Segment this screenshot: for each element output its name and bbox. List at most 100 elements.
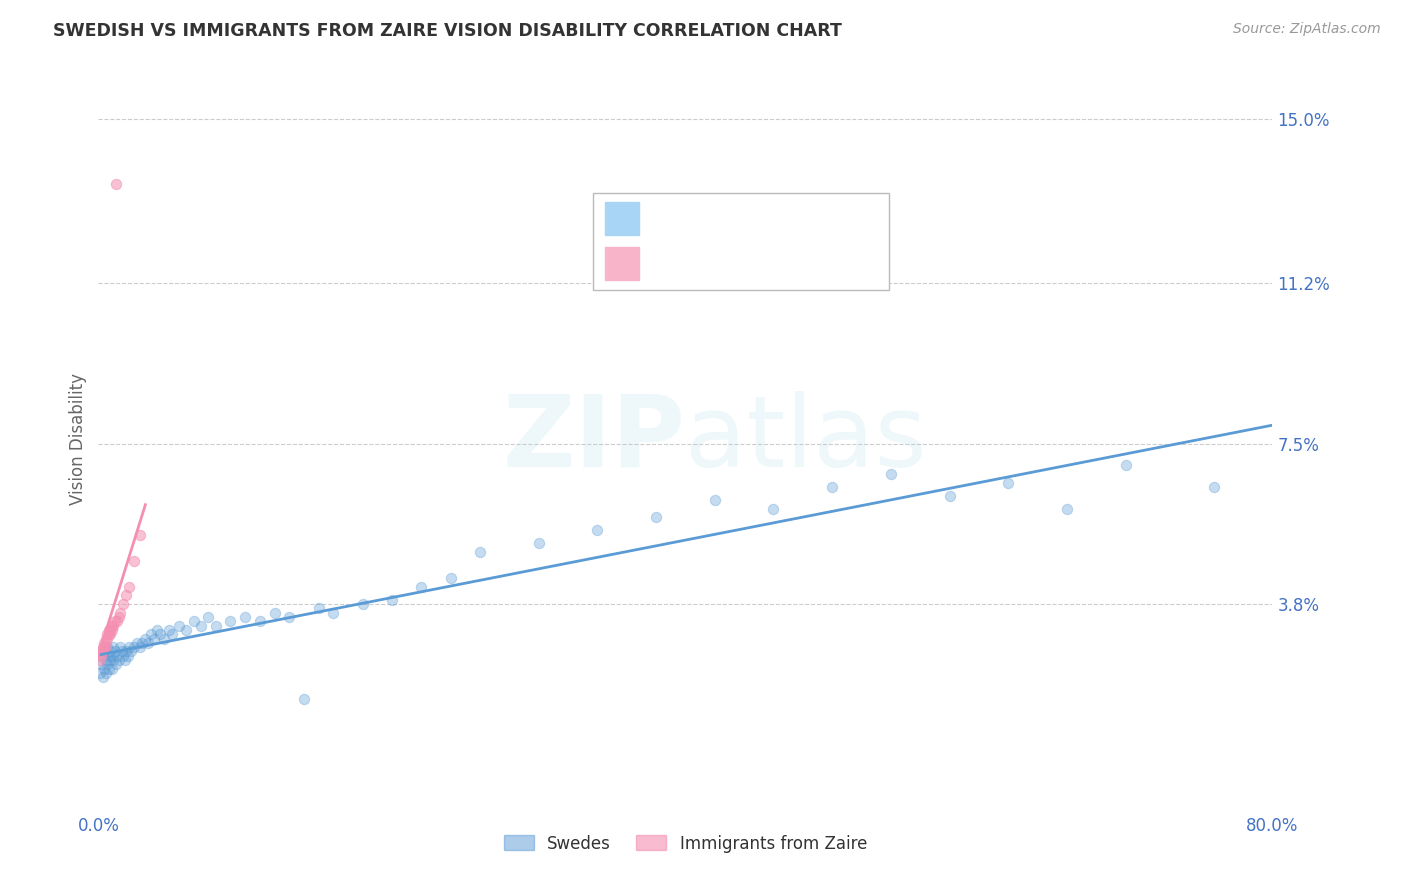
Point <box>94 640 117 655</box>
Point <box>120 644 142 658</box>
Point <box>118 640 141 655</box>
Point <box>93 644 115 658</box>
Point <box>89 653 111 667</box>
Point <box>322 606 344 620</box>
Point <box>112 597 135 611</box>
Point <box>527 536 550 550</box>
Point <box>90 648 112 663</box>
Text: 0.516: 0.516 <box>690 210 742 227</box>
Point <box>89 666 111 681</box>
Point <box>105 657 128 672</box>
Point <box>134 632 156 646</box>
Point <box>997 475 1019 490</box>
Point <box>263 606 285 620</box>
Point <box>105 177 128 191</box>
Point <box>219 614 242 628</box>
Text: SWEDISH VS IMMIGRANTS FROM ZAIRE VISION DISABILITY CORRELATION CHART: SWEDISH VS IMMIGRANTS FROM ZAIRE VISION … <box>53 22 842 40</box>
Point <box>93 640 115 655</box>
Point <box>111 644 134 658</box>
Point <box>114 653 136 667</box>
Point <box>197 610 219 624</box>
Point <box>97 648 120 663</box>
Point <box>880 467 903 481</box>
Point <box>1056 501 1078 516</box>
Point <box>153 632 176 646</box>
Point <box>103 614 125 628</box>
Point <box>96 632 118 646</box>
Point <box>112 648 135 663</box>
Point <box>762 501 785 516</box>
Point <box>1202 480 1225 494</box>
Point <box>91 644 114 658</box>
Point <box>128 640 150 655</box>
Point <box>938 489 960 503</box>
Text: R =: R = <box>651 210 688 227</box>
FancyBboxPatch shape <box>593 193 889 291</box>
Text: ZIP: ZIP <box>502 391 686 488</box>
Text: N =: N = <box>761 254 808 273</box>
Bar <box>605 202 638 235</box>
Point <box>117 648 139 663</box>
Point <box>97 627 120 641</box>
Point <box>381 592 404 607</box>
Point <box>100 648 122 663</box>
Point <box>96 627 118 641</box>
Point <box>292 692 315 706</box>
Point <box>352 597 374 611</box>
Point <box>108 610 131 624</box>
Point <box>439 571 461 585</box>
Point <box>103 644 125 658</box>
Point <box>167 618 190 632</box>
Point <box>122 553 145 567</box>
Point <box>183 614 205 628</box>
Text: atlas: atlas <box>686 391 927 488</box>
Point <box>821 480 844 494</box>
Point <box>97 662 120 676</box>
Point <box>190 618 212 632</box>
Point <box>94 666 117 681</box>
Point <box>160 627 183 641</box>
Point <box>94 653 117 667</box>
Point <box>125 636 148 650</box>
Point <box>146 623 169 637</box>
Point <box>98 627 121 641</box>
Point <box>233 610 256 624</box>
Point <box>468 545 491 559</box>
Point <box>136 636 159 650</box>
Point <box>90 657 112 672</box>
Point <box>115 644 138 658</box>
Point <box>91 648 114 663</box>
Point <box>108 653 131 667</box>
Point <box>100 618 122 632</box>
Point <box>100 623 122 637</box>
Point <box>98 644 121 658</box>
Point <box>141 627 163 641</box>
Point <box>97 623 120 637</box>
Text: R =: R = <box>651 254 688 273</box>
Point <box>176 623 198 637</box>
Point <box>118 580 141 594</box>
Point <box>128 527 150 541</box>
Point <box>107 648 129 663</box>
Text: 0.836: 0.836 <box>690 254 742 273</box>
Point <box>249 614 271 628</box>
Point <box>91 640 114 655</box>
Y-axis label: Vision Disability: Vision Disability <box>69 374 87 505</box>
Point <box>122 640 145 655</box>
Point <box>91 671 114 685</box>
Legend: Swedes, Immigrants from Zaire: Swedes, Immigrants from Zaire <box>498 828 873 859</box>
Text: 74: 74 <box>810 210 832 227</box>
Text: 28: 28 <box>810 254 832 273</box>
Point <box>107 614 129 628</box>
Point <box>110 640 132 655</box>
Point <box>157 623 180 637</box>
Point <box>90 644 112 658</box>
Bar <box>605 247 638 280</box>
Point <box>93 662 115 676</box>
Point <box>110 606 132 620</box>
Point <box>115 588 138 602</box>
Point <box>308 601 330 615</box>
Point <box>703 492 725 507</box>
Point <box>586 523 609 537</box>
Point <box>96 657 118 672</box>
